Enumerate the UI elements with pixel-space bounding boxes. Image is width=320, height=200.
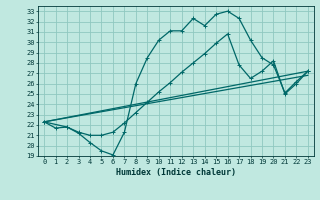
- X-axis label: Humidex (Indice chaleur): Humidex (Indice chaleur): [116, 168, 236, 177]
